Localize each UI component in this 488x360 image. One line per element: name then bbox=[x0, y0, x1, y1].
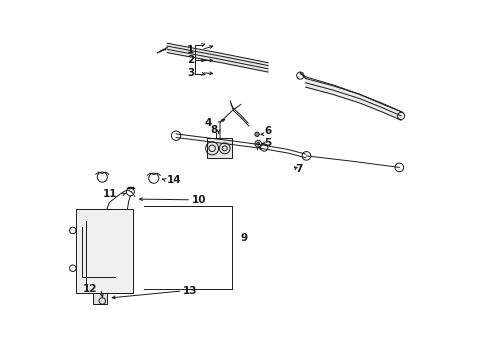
Bar bbox=[92, 293, 107, 304]
Text: 12: 12 bbox=[83, 284, 98, 294]
Text: 9: 9 bbox=[241, 233, 247, 243]
Circle shape bbox=[256, 142, 259, 145]
Bar bbox=[206, 138, 231, 158]
Circle shape bbox=[254, 132, 259, 136]
Text: 14: 14 bbox=[166, 175, 181, 185]
Text: 8: 8 bbox=[210, 125, 217, 135]
Text: 10: 10 bbox=[192, 195, 206, 205]
Bar bbox=[76, 209, 133, 293]
Text: 5: 5 bbox=[264, 138, 271, 148]
Text: 1: 1 bbox=[186, 45, 194, 55]
Text: 7: 7 bbox=[294, 164, 302, 174]
Text: 13: 13 bbox=[183, 286, 197, 296]
Text: 6: 6 bbox=[264, 126, 271, 136]
Text: 3: 3 bbox=[186, 68, 194, 78]
Text: 11: 11 bbox=[103, 189, 118, 199]
Text: 4: 4 bbox=[204, 118, 212, 128]
Text: 2: 2 bbox=[186, 55, 194, 66]
